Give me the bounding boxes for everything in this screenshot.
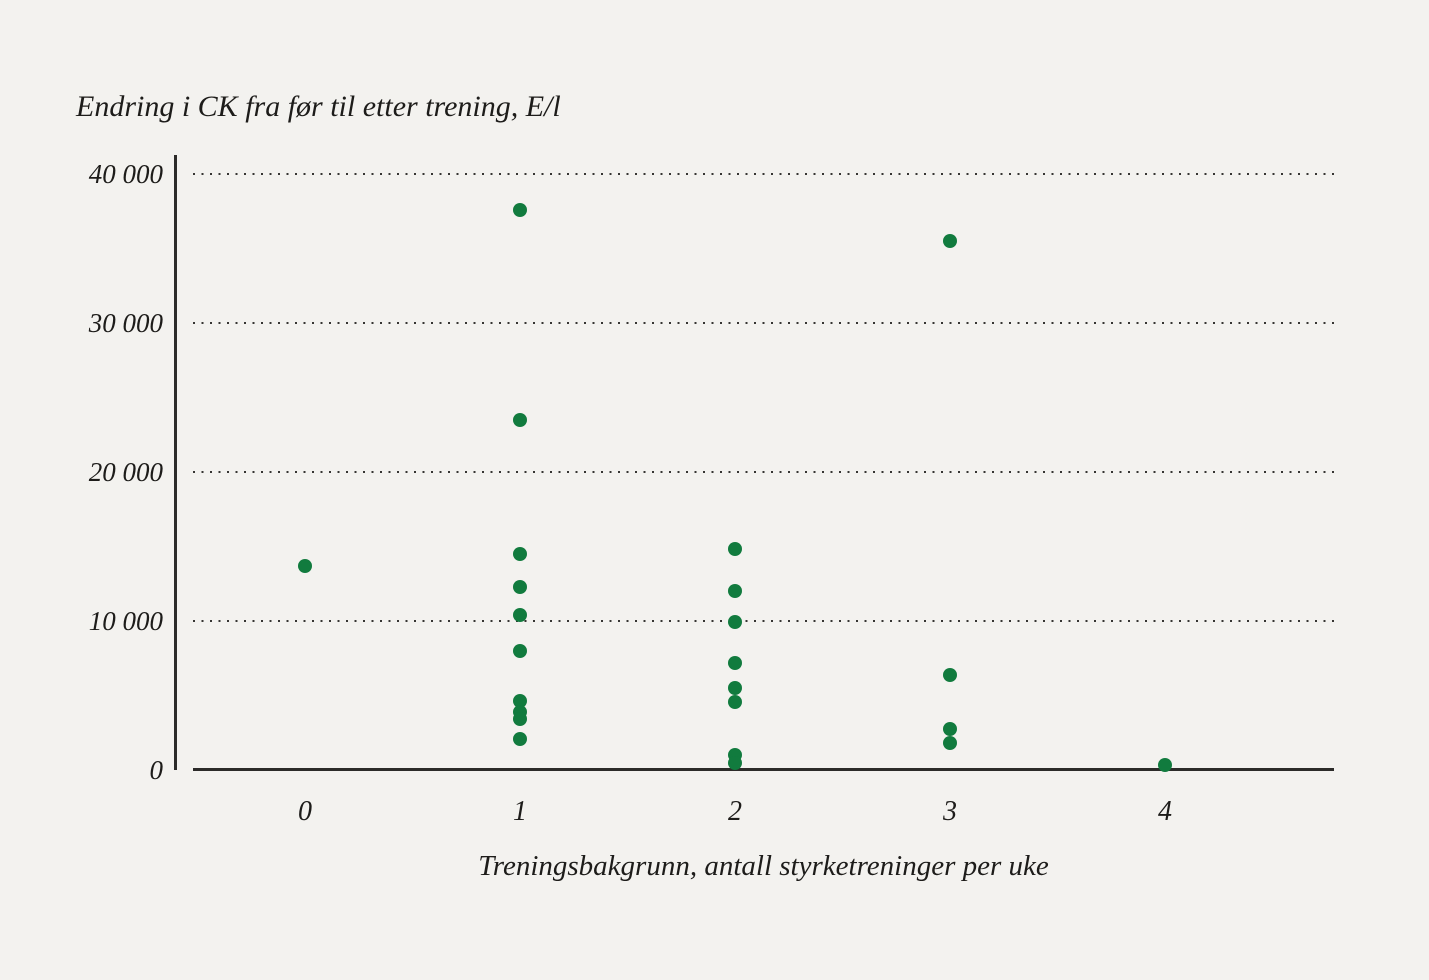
y-axis-line [174, 155, 177, 770]
gridline [193, 620, 1334, 622]
data-point [1158, 757, 1172, 772]
x-axis-title: Treningsbakgrunn, antall styrketreninger… [478, 850, 1049, 882]
data-point [513, 579, 527, 594]
data-point [298, 558, 312, 573]
data-point [943, 667, 957, 682]
x-tick-label: 3 [943, 796, 957, 827]
data-point [943, 234, 957, 249]
data-point [513, 546, 527, 561]
data-point [728, 695, 742, 710]
data-point [513, 643, 527, 658]
data-point [728, 584, 742, 599]
gridline [193, 322, 1334, 324]
data-point [943, 722, 957, 737]
data-point [513, 608, 527, 623]
x-tick-label: 0 [298, 796, 312, 827]
chart-title: Endring i CK fra før til etter trening, … [76, 90, 561, 123]
data-point [728, 681, 742, 696]
data-point [943, 736, 957, 751]
data-point [513, 202, 527, 217]
data-point [728, 542, 742, 557]
gridline [193, 173, 1334, 175]
data-point [728, 615, 742, 630]
y-tick-label: 0 [149, 755, 164, 785]
x-tick-label: 4 [1158, 796, 1172, 827]
x-tick-label: 1 [513, 796, 527, 827]
y-tick-label: 10 000 [88, 606, 163, 636]
data-point [728, 755, 742, 770]
y-tick-label: 20 000 [88, 457, 163, 487]
data-point [728, 655, 742, 670]
x-tick-label: 2 [728, 796, 742, 827]
data-point [513, 712, 527, 727]
y-tick-label: 30 000 [88, 308, 163, 338]
gridline [193, 471, 1334, 473]
data-point [513, 412, 527, 427]
y-tick-label: 40 000 [88, 159, 163, 189]
x-axis-line [193, 768, 1334, 771]
data-point [513, 731, 527, 746]
